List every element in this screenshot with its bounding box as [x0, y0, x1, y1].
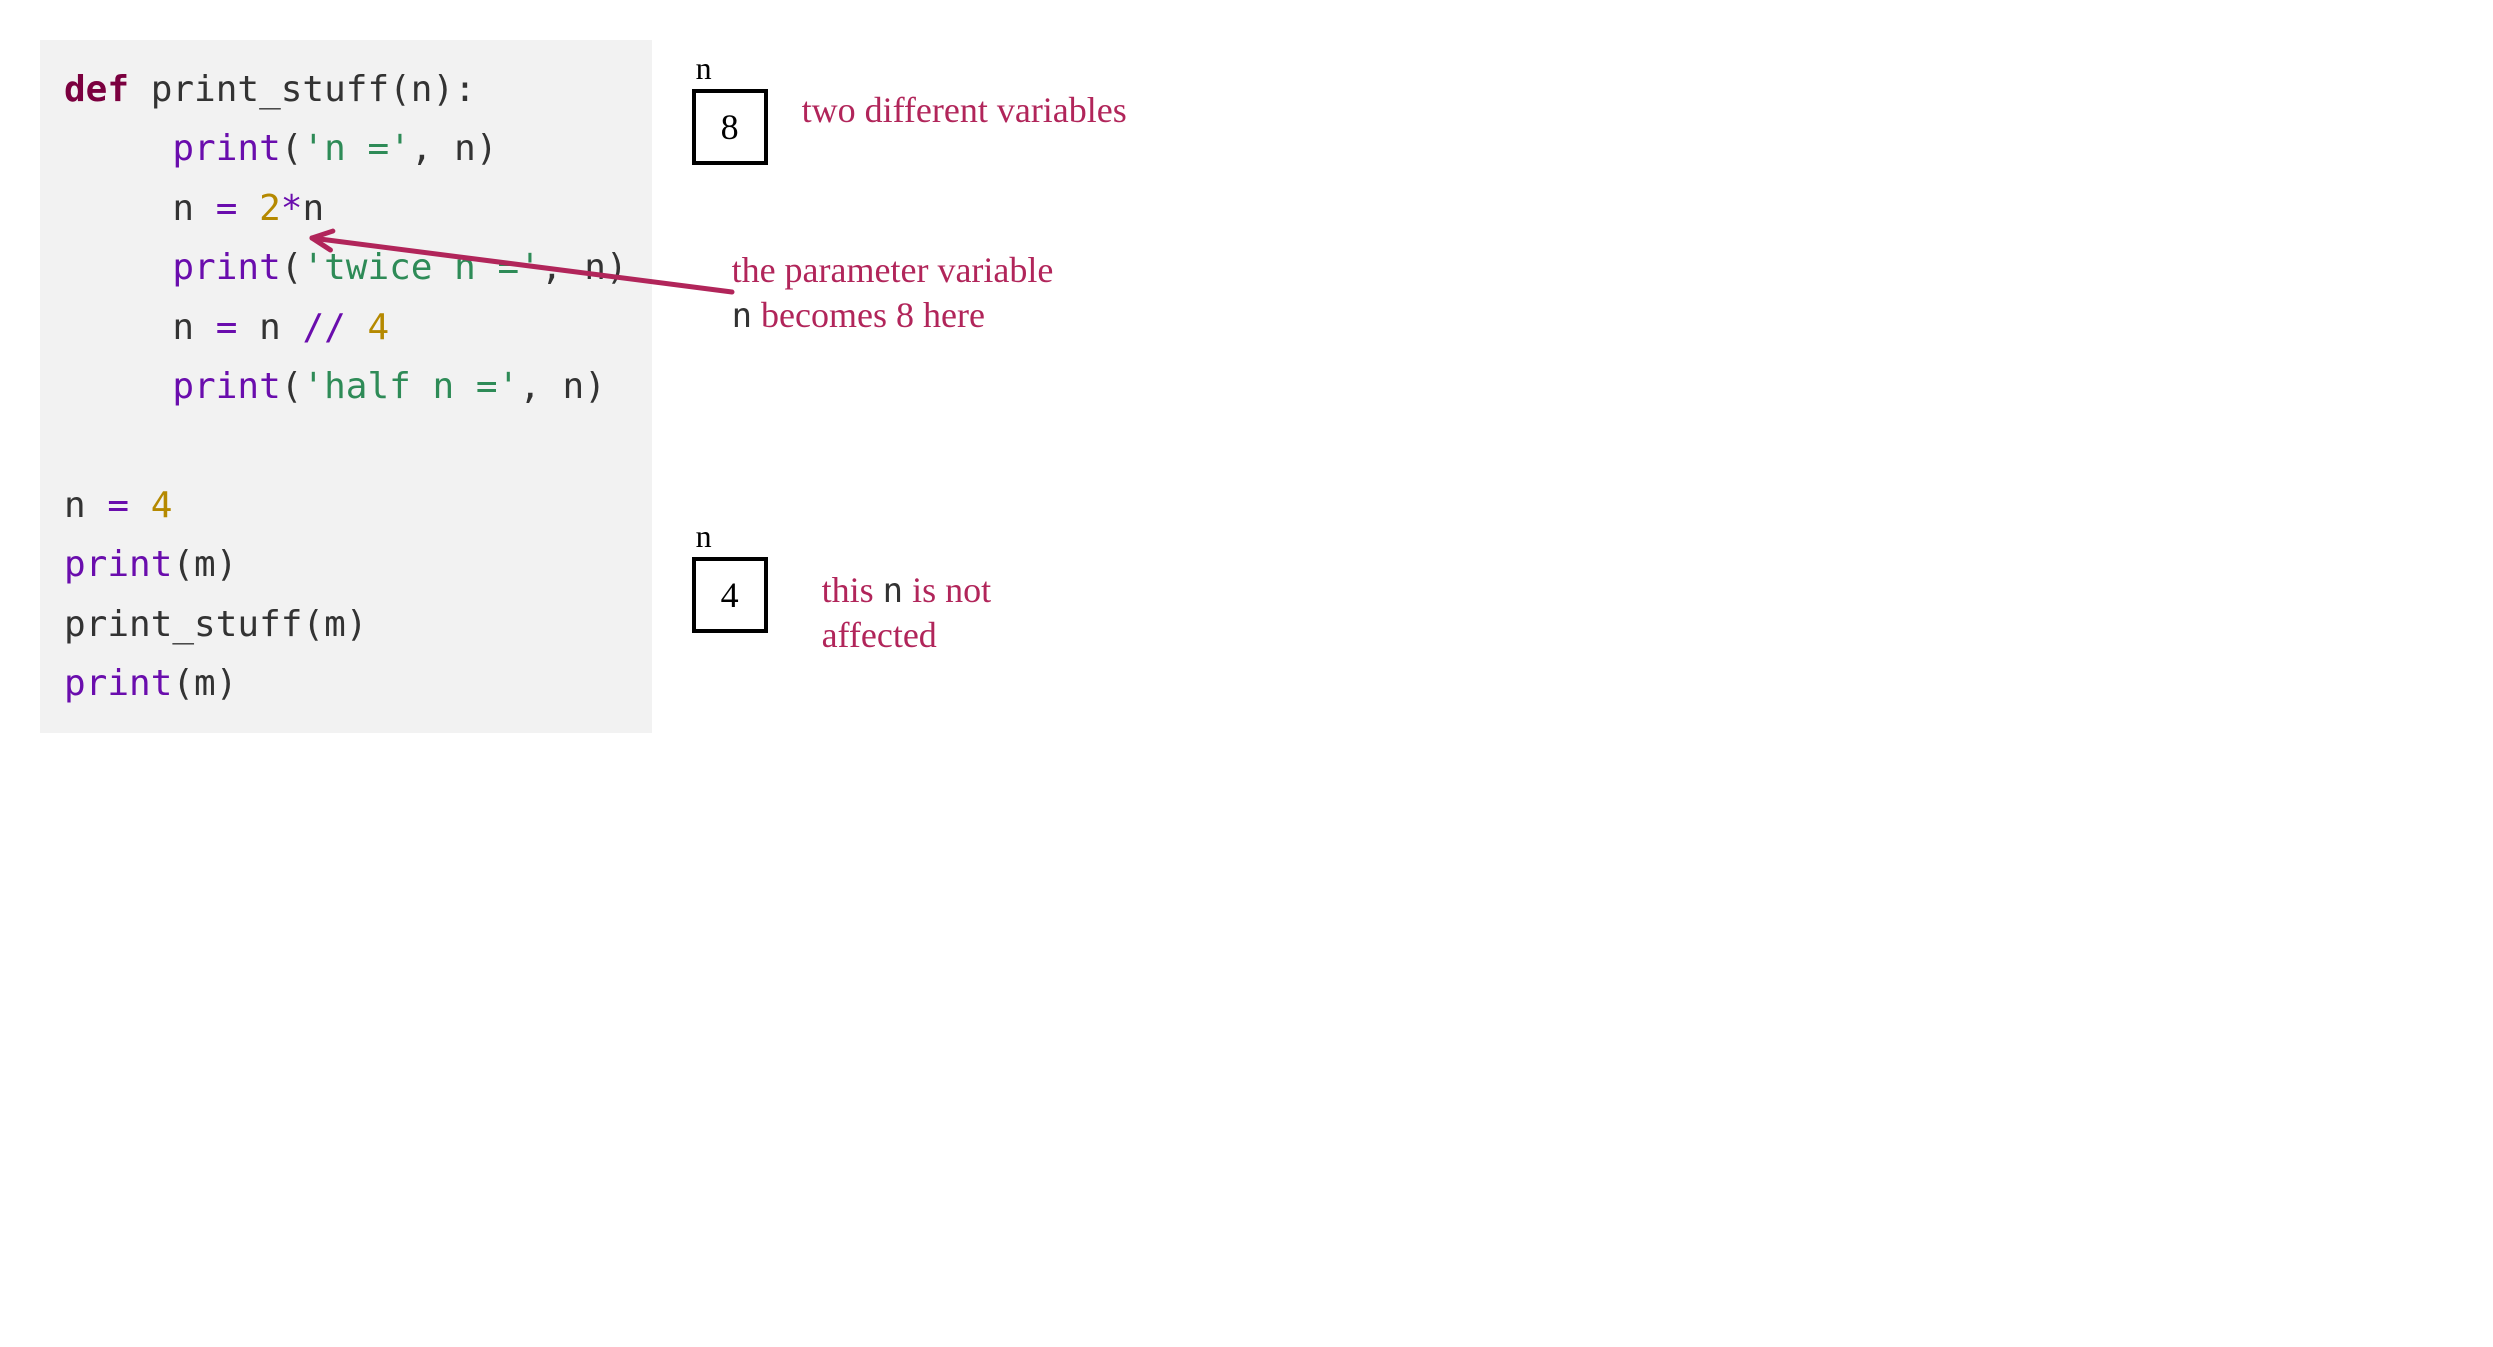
var-box-top: 8 [692, 89, 768, 165]
variable-box-top: n 8 [692, 50, 768, 165]
variable-box-bottom: n 4 [692, 518, 768, 633]
code-line [64, 416, 628, 475]
var-box-bottom: 4 [692, 557, 768, 633]
diagram-container: def print_stuff(n): print('n =', n) n = … [40, 40, 2453, 733]
code-line: print('twice n =', n) [64, 238, 628, 297]
code-line: print('half n =', n) [64, 357, 628, 416]
code-line: print('n =', n) [64, 119, 628, 178]
note-not-affected: this n is not affected [822, 568, 992, 658]
note-parameter-variable: the parameter variable n becomes 8 here [732, 248, 1054, 338]
code-line: n = n // 4 [64, 298, 628, 357]
code-block: def print_stuff(n): print('n =', n) n = … [40, 40, 652, 733]
code-line: n = 2*n [64, 179, 628, 238]
var-label-top: n [692, 50, 768, 87]
code-line: print(m) [64, 535, 628, 594]
note-two-different-variables: two different variables [802, 88, 1127, 133]
code-line: def print_stuff(n): [64, 60, 628, 119]
code-line: print_stuff(m) [64, 595, 628, 654]
code-line: n = 4 [64, 476, 628, 535]
code-line: print(m) [64, 654, 628, 713]
var-value-top: 8 [721, 106, 739, 148]
var-label-bottom: n [692, 518, 768, 555]
var-value-bottom: 4 [721, 574, 739, 616]
